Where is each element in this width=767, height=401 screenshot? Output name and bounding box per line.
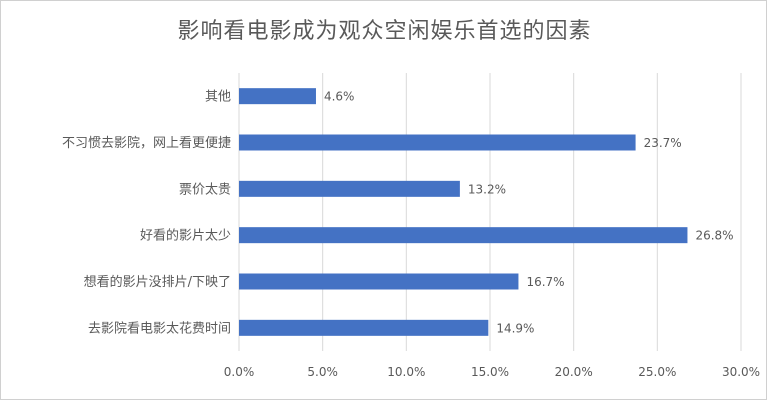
chart-title: 影响看电影成为观众空闲娱乐首选的因素 [177,19,592,44]
data-label: 4.6% [324,90,355,104]
data-label: 14.9% [496,321,534,335]
x-tick-label: 15.0% [471,365,509,379]
data-label: 23.7% [644,136,682,150]
data-label: 26.8% [695,229,733,243]
bar [239,180,460,197]
category-label: 想看的影片没排片/下映了 [84,274,231,290]
category-label: 其他 [205,90,231,105]
bar [239,319,489,336]
category-label: 票价太贵 [179,182,231,197]
x-tick-label: 25.0% [638,365,676,379]
data-label: 16.7% [526,275,564,289]
bar [239,88,316,105]
x-tick-label: 5.0% [307,365,338,379]
x-tick-label: 10.0% [387,365,425,379]
data-label: 13.2% [468,182,506,196]
bar [239,273,519,290]
category-label: 去影院看电影太花费时间 [88,320,231,336]
x-tick-label: 20.0% [555,365,593,379]
category-label: 不习惯去影院，网上看更便捷 [62,135,231,151]
x-tick-label: 0.0% [224,365,255,379]
bar [239,134,636,151]
category-label: 好看的影片太少 [140,228,231,244]
bar [239,227,688,244]
x-tick-label: 30.0% [722,365,760,379]
